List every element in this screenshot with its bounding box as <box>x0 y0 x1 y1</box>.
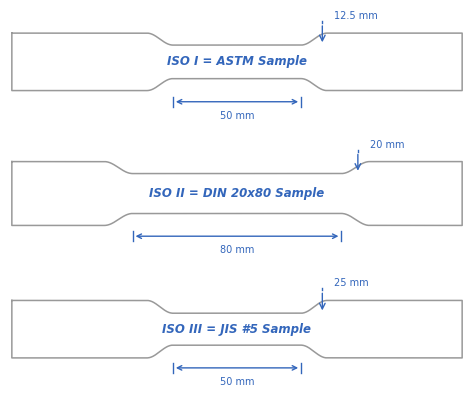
Text: 80 mm: 80 mm <box>220 245 254 255</box>
Text: ISO III = JIS #5 Sample: ISO III = JIS #5 Sample <box>163 323 311 336</box>
Text: 12.5 mm: 12.5 mm <box>334 11 378 21</box>
Polygon shape <box>12 162 462 225</box>
Polygon shape <box>12 300 462 358</box>
Text: 50 mm: 50 mm <box>220 111 254 120</box>
Text: 20 mm: 20 mm <box>370 140 404 150</box>
Text: ISO I = ASTM Sample: ISO I = ASTM Sample <box>167 55 307 68</box>
Text: 25 mm: 25 mm <box>334 279 369 288</box>
Polygon shape <box>12 33 462 91</box>
Text: 50 mm: 50 mm <box>220 377 254 387</box>
Text: ISO II = DIN 20x80 Sample: ISO II = DIN 20x80 Sample <box>149 187 325 200</box>
